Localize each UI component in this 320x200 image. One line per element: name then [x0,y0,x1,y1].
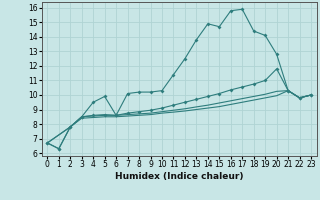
X-axis label: Humidex (Indice chaleur): Humidex (Indice chaleur) [115,172,244,181]
